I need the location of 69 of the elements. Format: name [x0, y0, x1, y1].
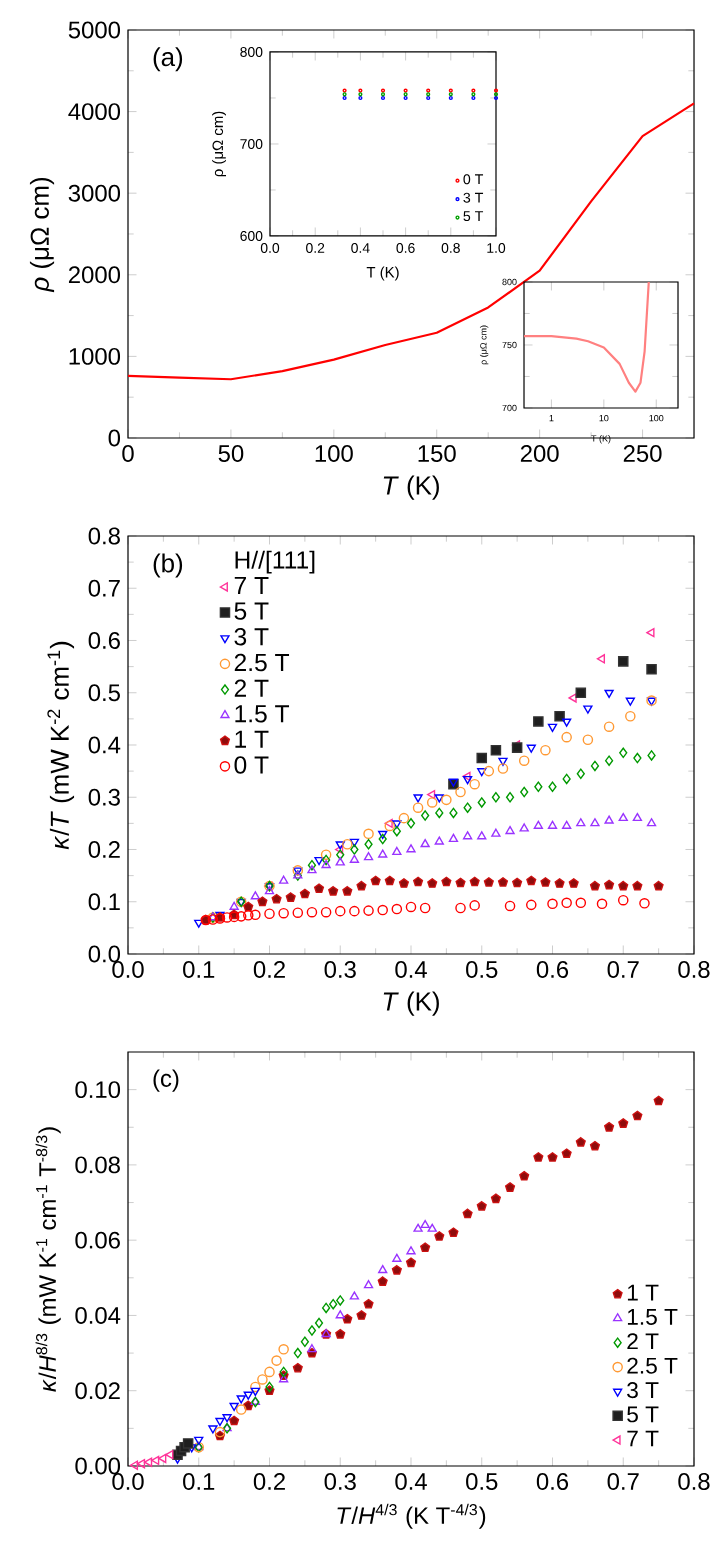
y-tick-label: 0.02 — [75, 1382, 120, 1400]
legend-label: 1 T — [627, 1284, 659, 1301]
y-tick-label: 0.08 — [75, 1156, 120, 1174]
y-tick-label: 0.2 — [88, 841, 120, 858]
y-tick-label: 0.10 — [75, 1081, 121, 1099]
x-tick-label: 0.2 — [253, 1473, 285, 1490]
y-tick-label: 0.00 — [75, 1457, 121, 1475]
x-tick-label: 0 — [122, 445, 134, 462]
x-tick-label: 0.6 — [536, 1473, 569, 1490]
x-tick-label: 50 — [218, 445, 244, 462]
legend-label: 5 T — [234, 602, 269, 620]
x-tick-label: 0.1 — [183, 961, 215, 978]
legend-label: 7 T — [234, 577, 269, 594]
x-tick-label: 0.3 — [324, 961, 356, 978]
x-axis-title: T (K) — [383, 475, 439, 500]
legend-label: 0 T — [234, 756, 269, 774]
legend-label: 1.5 T — [627, 1309, 678, 1325]
y-tick-label: 0.1 — [88, 893, 120, 911]
y-axis-title: ρ (μΩ cm) — [29, 177, 55, 293]
y-tick-label: 0.7 — [88, 579, 120, 597]
annotation: (c) — [153, 1069, 179, 1092]
x-tick-label: 100 — [315, 445, 353, 462]
x-tick-label: 0.1 — [183, 1473, 215, 1490]
legend-label: 7 T — [627, 1430, 659, 1447]
legend-label: 2.5 T — [627, 1357, 678, 1374]
legend-label: 3 T — [627, 1382, 659, 1399]
y-tick-label: 0.3 — [88, 788, 120, 806]
y-tick-label: 0.5 — [88, 684, 120, 702]
x-axis-title: T (K) — [383, 991, 439, 1016]
legend-label: 1 T — [235, 730, 269, 748]
y-tick-label: 4000 — [68, 103, 121, 121]
legend-label: 2 T — [234, 679, 269, 697]
y-tick-label: 1000 — [69, 347, 121, 365]
x-tick-label: 0.4 — [395, 1473, 427, 1490]
x-tick-label: 0.7 — [607, 961, 639, 978]
y-tick-label: 0.0 — [88, 945, 121, 963]
x-tick-label: 0.2 — [253, 961, 285, 978]
x-tick-label: 0.8 — [678, 961, 710, 978]
y-tick-label: 2000 — [68, 266, 121, 284]
y-axis-title: κ/T (mW K$^{-2}$ cm$^{-1}$) — [47, 641, 75, 850]
y-tick-label: 3000 — [68, 184, 121, 202]
y-tick-label: 0 — [108, 429, 121, 447]
x-tick-label: 0.4 — [395, 961, 427, 978]
legend-label: 2.5 T — [234, 653, 290, 672]
x-tick-label: 250 — [623, 445, 662, 462]
x-tick-label: 0.0 — [112, 961, 144, 978]
legend-label: 2 T — [627, 1333, 659, 1350]
x-tick-label: 0.5 — [466, 1473, 498, 1490]
y-tick-label: 0.04 — [75, 1306, 121, 1324]
y-tick-label: 0.4 — [88, 736, 121, 754]
x-tick-label: 0.3 — [324, 1473, 356, 1490]
annotation: (a) — [153, 47, 183, 72]
x-tick-label: 150 — [418, 445, 456, 462]
legend-label: 5 T — [627, 1406, 659, 1423]
x-axis-title: T/H$^{4/3}$ (K T$^{-4/3}$) — [337, 1503, 486, 1529]
x-tick-label: 0.8 — [678, 1473, 710, 1490]
y-tick-label: 0.8 — [88, 527, 120, 545]
legend-title: H//[111] — [235, 550, 315, 574]
y-tick-label: 5000 — [68, 21, 121, 39]
x-tick-label: 0.7 — [607, 1473, 639, 1490]
legend-label: 3 T — [234, 628, 269, 646]
x-tick-label: 200 — [520, 445, 559, 462]
x-tick-label: 0.0 — [112, 1473, 144, 1490]
legend-label: 1.5 T — [235, 705, 290, 723]
y-tick-label: 0.06 — [75, 1231, 120, 1249]
x-tick-label: 0.5 — [466, 961, 498, 978]
x-tick-label: 0.6 — [536, 961, 569, 978]
annotation: (b) — [153, 553, 183, 578]
y-tick-label: 0.6 — [88, 632, 120, 649]
